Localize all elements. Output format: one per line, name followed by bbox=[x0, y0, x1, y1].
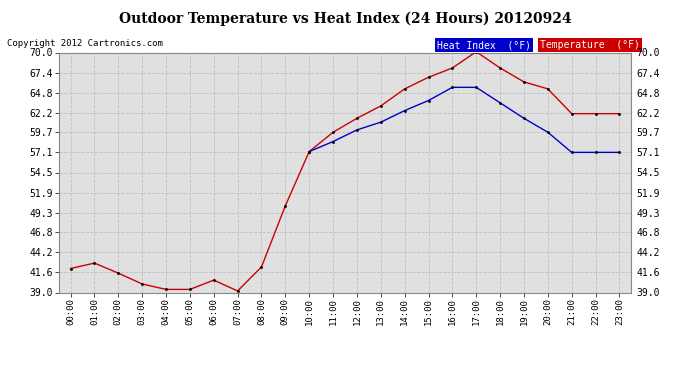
Text: Copyright 2012 Cartronics.com: Copyright 2012 Cartronics.com bbox=[7, 39, 163, 48]
Text: Outdoor Temperature vs Heat Index (24 Hours) 20120924: Outdoor Temperature vs Heat Index (24 Ho… bbox=[119, 11, 571, 26]
Text: Heat Index  (°F): Heat Index (°F) bbox=[437, 40, 531, 50]
Text: Temperature  (°F): Temperature (°F) bbox=[540, 40, 640, 50]
